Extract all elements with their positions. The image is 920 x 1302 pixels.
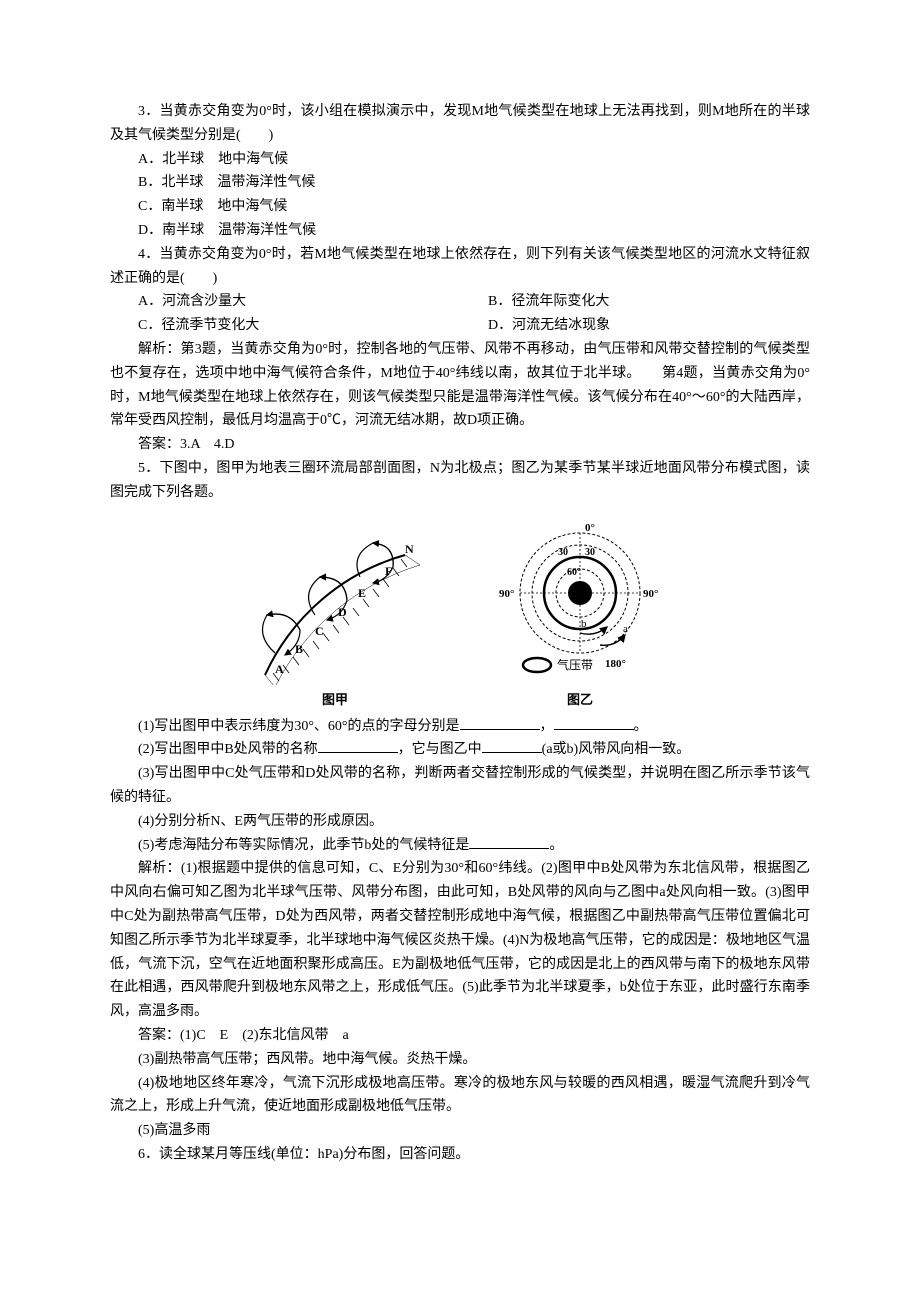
q5-sub2: (2)写出图甲中B处风带的名称 ，它与图乙中 (a或b)风带风向相一致。 bbox=[110, 738, 810, 762]
answer-5-line2: (3)副热带高气压带；西风带。地中海气候。炎热干燥。 bbox=[110, 1048, 810, 1072]
q4-options-row2: C．径流季节变化大 D．河流无结冰现象 bbox=[110, 314, 810, 338]
label-A: A bbox=[275, 662, 284, 676]
q5-sub3: (3)写出图甲中C处气压带和D处风带的名称，判断两者交替控制形成的气候类型，并说… bbox=[110, 762, 810, 810]
q5-s1b: ， bbox=[540, 719, 554, 734]
label-a: a bbox=[623, 623, 628, 635]
q5-s1c: 。 bbox=[634, 719, 648, 734]
explain-3-4: 解析：第3题，当黄赤交角为0°时，控制各地的气压带、风带不再移动，由气压带和风带… bbox=[110, 338, 810, 433]
q5-s5b: 。 bbox=[549, 838, 563, 853]
q5-s5a: (5)考虑海陆分布等实际情况，此季节b处的气候特征是 bbox=[138, 838, 469, 853]
answer-5-line1: 答案：(1)C E (2)东北信风带 a bbox=[110, 1024, 810, 1048]
label-N: N bbox=[405, 542, 414, 556]
q3-option-b: B．北半球 温带海洋性气候 bbox=[110, 171, 810, 195]
q4-option-a: A．河流含沙量大 bbox=[110, 290, 460, 314]
q3-option-c: C．南半球 地中海气候 bbox=[110, 195, 810, 219]
answer-3-4: 答案：3.A 4.D bbox=[110, 433, 810, 457]
q3-option-d: D．南半球 温带海洋性气候 bbox=[110, 219, 810, 243]
q4-option-c: C．径流季节变化大 bbox=[110, 314, 460, 338]
answer-5-line3: (4)极地地区终年寒冷，气流下沉形成极地高压带。寒冷的极地东风与较暖的西风相遇，… bbox=[110, 1072, 810, 1120]
label-0: 0° bbox=[585, 522, 595, 534]
label-C: C bbox=[315, 624, 324, 638]
figure-yi-svg: 0° 30 30 60° 90° 90° 180° a b 气压带 bbox=[485, 515, 675, 685]
answer-5-line4: (5)高温多雨 bbox=[110, 1119, 810, 1143]
figure-jia-svg: N F E D C B A bbox=[245, 515, 425, 685]
q5-s2c: (a或b)风带风向相一致。 bbox=[542, 742, 691, 757]
q5-s2a: (2)写出图甲中B处风带的名称 bbox=[138, 742, 318, 757]
q6-stem: 6．读全球某月等压线(单位：hPa)分布图，回答问题。 bbox=[110, 1143, 810, 1167]
q4-option-b: B．径流年际变化大 bbox=[460, 290, 810, 314]
blank-1a[interactable] bbox=[460, 715, 540, 730]
q4-option-d: D．河流无结冰现象 bbox=[460, 314, 810, 338]
blank-1b[interactable] bbox=[554, 715, 634, 730]
figure-jia-label: 图甲 bbox=[322, 689, 348, 711]
label-60: 60° bbox=[567, 567, 581, 578]
label-B: B bbox=[295, 642, 303, 656]
label-F: F bbox=[385, 564, 392, 578]
label-E: E bbox=[358, 586, 366, 600]
figure-yi: 0° 30 30 60° 90° 90° 180° a b 气压带 图乙 bbox=[485, 515, 675, 711]
q5-sub1: (1)写出图甲中表示纬度为30°、60°的点的字母分别是 ， 。 bbox=[110, 715, 810, 739]
q5-s2b: ，它与图乙中 bbox=[398, 742, 482, 757]
figure-yi-label: 图乙 bbox=[567, 689, 593, 711]
label-b: b bbox=[581, 618, 587, 630]
label-90L: 90° bbox=[499, 588, 514, 600]
q4-stem: 4．当黄赤交角变为0°时，若M地气候类型在地球上依然存在，则下列有关该气候类型地… bbox=[110, 243, 810, 291]
figure-jia: N F E D C B A 图甲 bbox=[245, 515, 425, 711]
blank-2a[interactable] bbox=[318, 738, 398, 753]
q4-options-row1: A．河流含沙量大 B．径流年际变化大 bbox=[110, 290, 810, 314]
q3-stem: 3．当黄赤交角变为0°时，该小组在模拟演示中，发现M地气候类型在地球上无法再找到… bbox=[110, 100, 810, 148]
blank-2b[interactable] bbox=[482, 738, 542, 753]
label-D: D bbox=[338, 605, 347, 619]
label-30b: 30 bbox=[558, 547, 568, 558]
label-90R: 90° bbox=[643, 588, 658, 600]
label-180: 180° bbox=[605, 658, 626, 670]
q5-sub5: (5)考虑海陆分布等实际情况，此季节b处的气候特征是 。 bbox=[110, 834, 810, 858]
q5-sub4: (4)分别分析N、E两气压带的形成原因。 bbox=[110, 810, 810, 834]
q5-stem: 5．下图中，图甲为地表三圈环流局部剖面图，N为北极点；图乙为某季节某半球近地面风… bbox=[110, 457, 810, 505]
label-30a: 30 bbox=[585, 547, 595, 558]
legend-pressure-belt: 气压带 bbox=[557, 657, 593, 672]
explain-5: 解析：(1)根据题中提供的信息可知，C、E分别为30°和60°纬线。(2)图甲中… bbox=[110, 857, 810, 1024]
blank-5[interactable] bbox=[469, 834, 549, 849]
figure-row: N F E D C B A 图甲 bbox=[110, 515, 810, 711]
q3-option-a: A．北半球 地中海气候 bbox=[110, 148, 810, 172]
q5-s1a: (1)写出图甲中表示纬度为30°、60°的点的字母分别是 bbox=[138, 719, 460, 734]
